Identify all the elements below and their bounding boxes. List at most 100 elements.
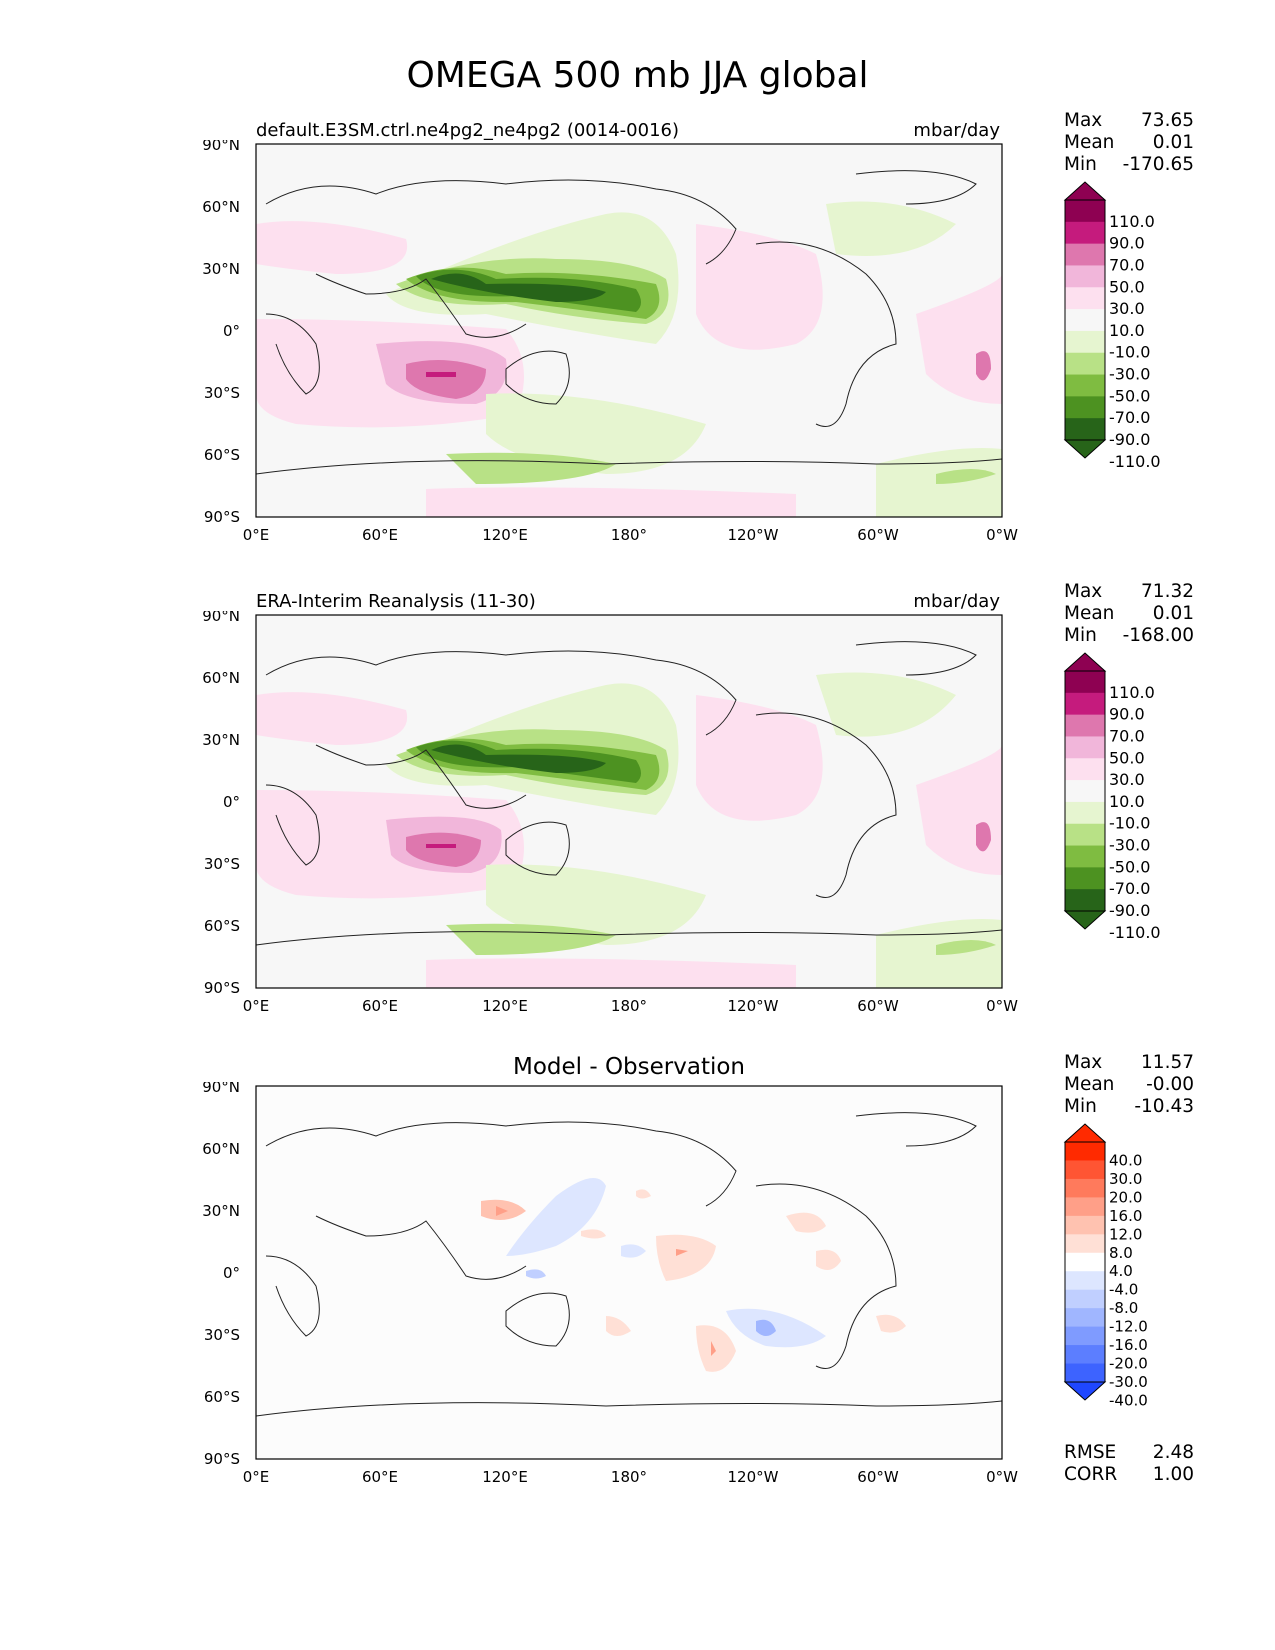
colorbar-segment — [1065, 1345, 1105, 1365]
colorbar-segment — [1065, 758, 1105, 781]
colorbar-label: 12.0 — [1109, 1225, 1142, 1243]
colorbar-segment — [1065, 396, 1105, 419]
stat-label: Max — [1064, 581, 1103, 602]
colorbar-segment — [1065, 1271, 1105, 1291]
colorbar-label: 10.0 — [1109, 321, 1145, 340]
stats-box: Max 73.65 Mean 0.01 Min -170.65 — [1064, 110, 1194, 176]
lon-tick: 120°E — [482, 526, 528, 544]
lat-tick: 60°N — [202, 198, 240, 216]
lon-axis: 0°E 60°E 120°E 180° 120°W 60°W 0°W — [243, 526, 1018, 544]
lon-tick: 180° — [611, 526, 647, 544]
lat-tick: 0° — [223, 793, 240, 811]
lat-tick: 90°N — [202, 1082, 240, 1096]
colorbar-segment — [1065, 1215, 1105, 1235]
colorbar-label: -50.0 — [1109, 857, 1150, 876]
colorbar-label: 30.0 — [1109, 299, 1145, 318]
colorbar-label: 10.0 — [1109, 792, 1145, 811]
colorbar-segment — [1065, 330, 1105, 354]
colorbar-label: -110.0 — [1109, 923, 1161, 942]
map-area — [255, 143, 1003, 518]
colorbar-label: 90.0 — [1109, 234, 1145, 253]
colorbar-top-arrow — [1063, 181, 1107, 201]
colorbar-label: -30.0 — [1109, 1373, 1148, 1391]
colorbar-label: 30.0 — [1109, 1170, 1142, 1188]
colorbar-segment — [1065, 287, 1105, 310]
colorbar-segment — [1065, 823, 1105, 847]
colorbar-label: -30.0 — [1109, 836, 1150, 855]
colorbar-segment — [1065, 692, 1105, 716]
lon-tick: 60°E — [362, 997, 398, 1015]
colorbar-label: -50.0 — [1109, 386, 1150, 405]
lat-axis: 90°N 60°N 30°N 0° 30°S 60°S 90°S — [202, 1082, 240, 1468]
stat-label: Mean — [1064, 603, 1115, 624]
colorbar-segment — [1065, 845, 1105, 868]
colorbar-segment — [1065, 1197, 1105, 1217]
colorbar-segment — [1065, 1363, 1105, 1383]
colorbar-segment — [1065, 671, 1105, 694]
lon-tick: 0°W — [986, 1468, 1018, 1486]
lat-tick: 90°N — [202, 611, 240, 625]
colorbar-label: 30.0 — [1109, 770, 1145, 789]
lat-tick: 90°N — [202, 140, 240, 154]
colorbar-label: -110.0 — [1109, 452, 1161, 471]
colorbar-segment — [1065, 1326, 1105, 1346]
colorbar-label: 110.0 — [1109, 683, 1155, 702]
colorbar-label: 90.0 — [1109, 705, 1145, 724]
lat-tick: 30°S — [204, 1326, 240, 1344]
lat-tick: 30°S — [204, 384, 240, 402]
stat-value: 0.01 — [1152, 603, 1194, 624]
colorbar: 110.0 90.0 70.0 50.0 30.0 10.0 -10.0 -30.0 -50.0… — [1063, 652, 1161, 942]
stat-label: Min — [1064, 625, 1097, 646]
colorbar-label: -10.0 — [1109, 343, 1150, 362]
colorbar-segment — [1065, 1160, 1105, 1180]
stat-label: Max — [1064, 1052, 1103, 1073]
map-plot: 90°N 60°N 30°N 0° 30°S 60°S 90°S 0°E 60°… — [202, 611, 1018, 1015]
lat-tick: 30°N — [202, 1202, 240, 1220]
colorbar-bottom-arrow — [1063, 910, 1107, 930]
colorbar-label: 50.0 — [1109, 277, 1145, 296]
colorbar-segment — [1065, 889, 1105, 912]
colorbar-label: -20.0 — [1109, 1355, 1148, 1373]
lat-tick: 0° — [223, 1264, 240, 1282]
lon-tick: 120°E — [482, 1468, 528, 1486]
colorbar-top-arrow — [1063, 652, 1107, 672]
lon-tick: 120°E — [482, 997, 528, 1015]
map-area — [255, 614, 1003, 989]
stat-value: -170.65 — [1122, 154, 1194, 175]
stat-label: Min — [1064, 1096, 1097, 1117]
colorbar-segment — [1065, 1142, 1105, 1161]
colorbar-label: -10.0 — [1109, 814, 1150, 833]
colorbar: 40.030.020.016.012.08.04.0-4.0-8.0-12.0-… — [1063, 1123, 1148, 1409]
stat-label: Min — [1064, 154, 1097, 175]
colorbar-label: -90.0 — [1109, 901, 1150, 920]
lon-tick: 0°E — [243, 1468, 270, 1486]
lat-tick: 0° — [223, 322, 240, 340]
metric-label: CORR — [1064, 1464, 1118, 1485]
colorbar-segment — [1065, 243, 1105, 266]
lon-tick: 60°E — [362, 1468, 398, 1486]
colorbar-label: 8.0 — [1109, 1244, 1133, 1262]
panel-title: ERA-Interim Reanalysis (11-30) — [256, 591, 536, 612]
lon-tick: 60°E — [362, 526, 398, 544]
colorbar-segment — [1065, 736, 1105, 759]
colorbar-segment — [1065, 1178, 1105, 1198]
colorbar-segment — [1065, 309, 1105, 332]
lat-tick: 90°S — [204, 1450, 240, 1468]
colorbar-label: 40.0 — [1109, 1151, 1142, 1169]
colorbar-segment — [1065, 1234, 1105, 1254]
colorbar-segment — [1065, 1308, 1105, 1328]
colorbar-label: -70.0 — [1109, 408, 1150, 427]
panel-units: mbar/day — [913, 591, 1000, 612]
lat-axis: 90°N 60°N 30°N 0° 30°S 60°S 90°S — [202, 611, 240, 997]
colorbar-segment — [1065, 265, 1105, 288]
map-plot: 90°N 60°N 30°N 0° 30°S 60°S 90°S 0°E 60°… — [202, 1082, 1018, 1486]
lon-tick: 120°W — [728, 997, 779, 1015]
colorbar-frame — [1064, 1141, 1106, 1383]
lat-tick: 90°S — [204, 508, 240, 526]
colorbar: 110.0 90.0 70.0 50.0 30.0 10.0 -10.0 -30.0 -50.0… — [1063, 181, 1161, 471]
lat-tick: 60°N — [202, 1140, 240, 1158]
colorbar-label: -70.0 — [1109, 879, 1150, 898]
lat-tick: 30°N — [202, 731, 240, 749]
colorbar-label: -40.0 — [1109, 1391, 1148, 1409]
lat-tick: 60°N — [202, 669, 240, 687]
